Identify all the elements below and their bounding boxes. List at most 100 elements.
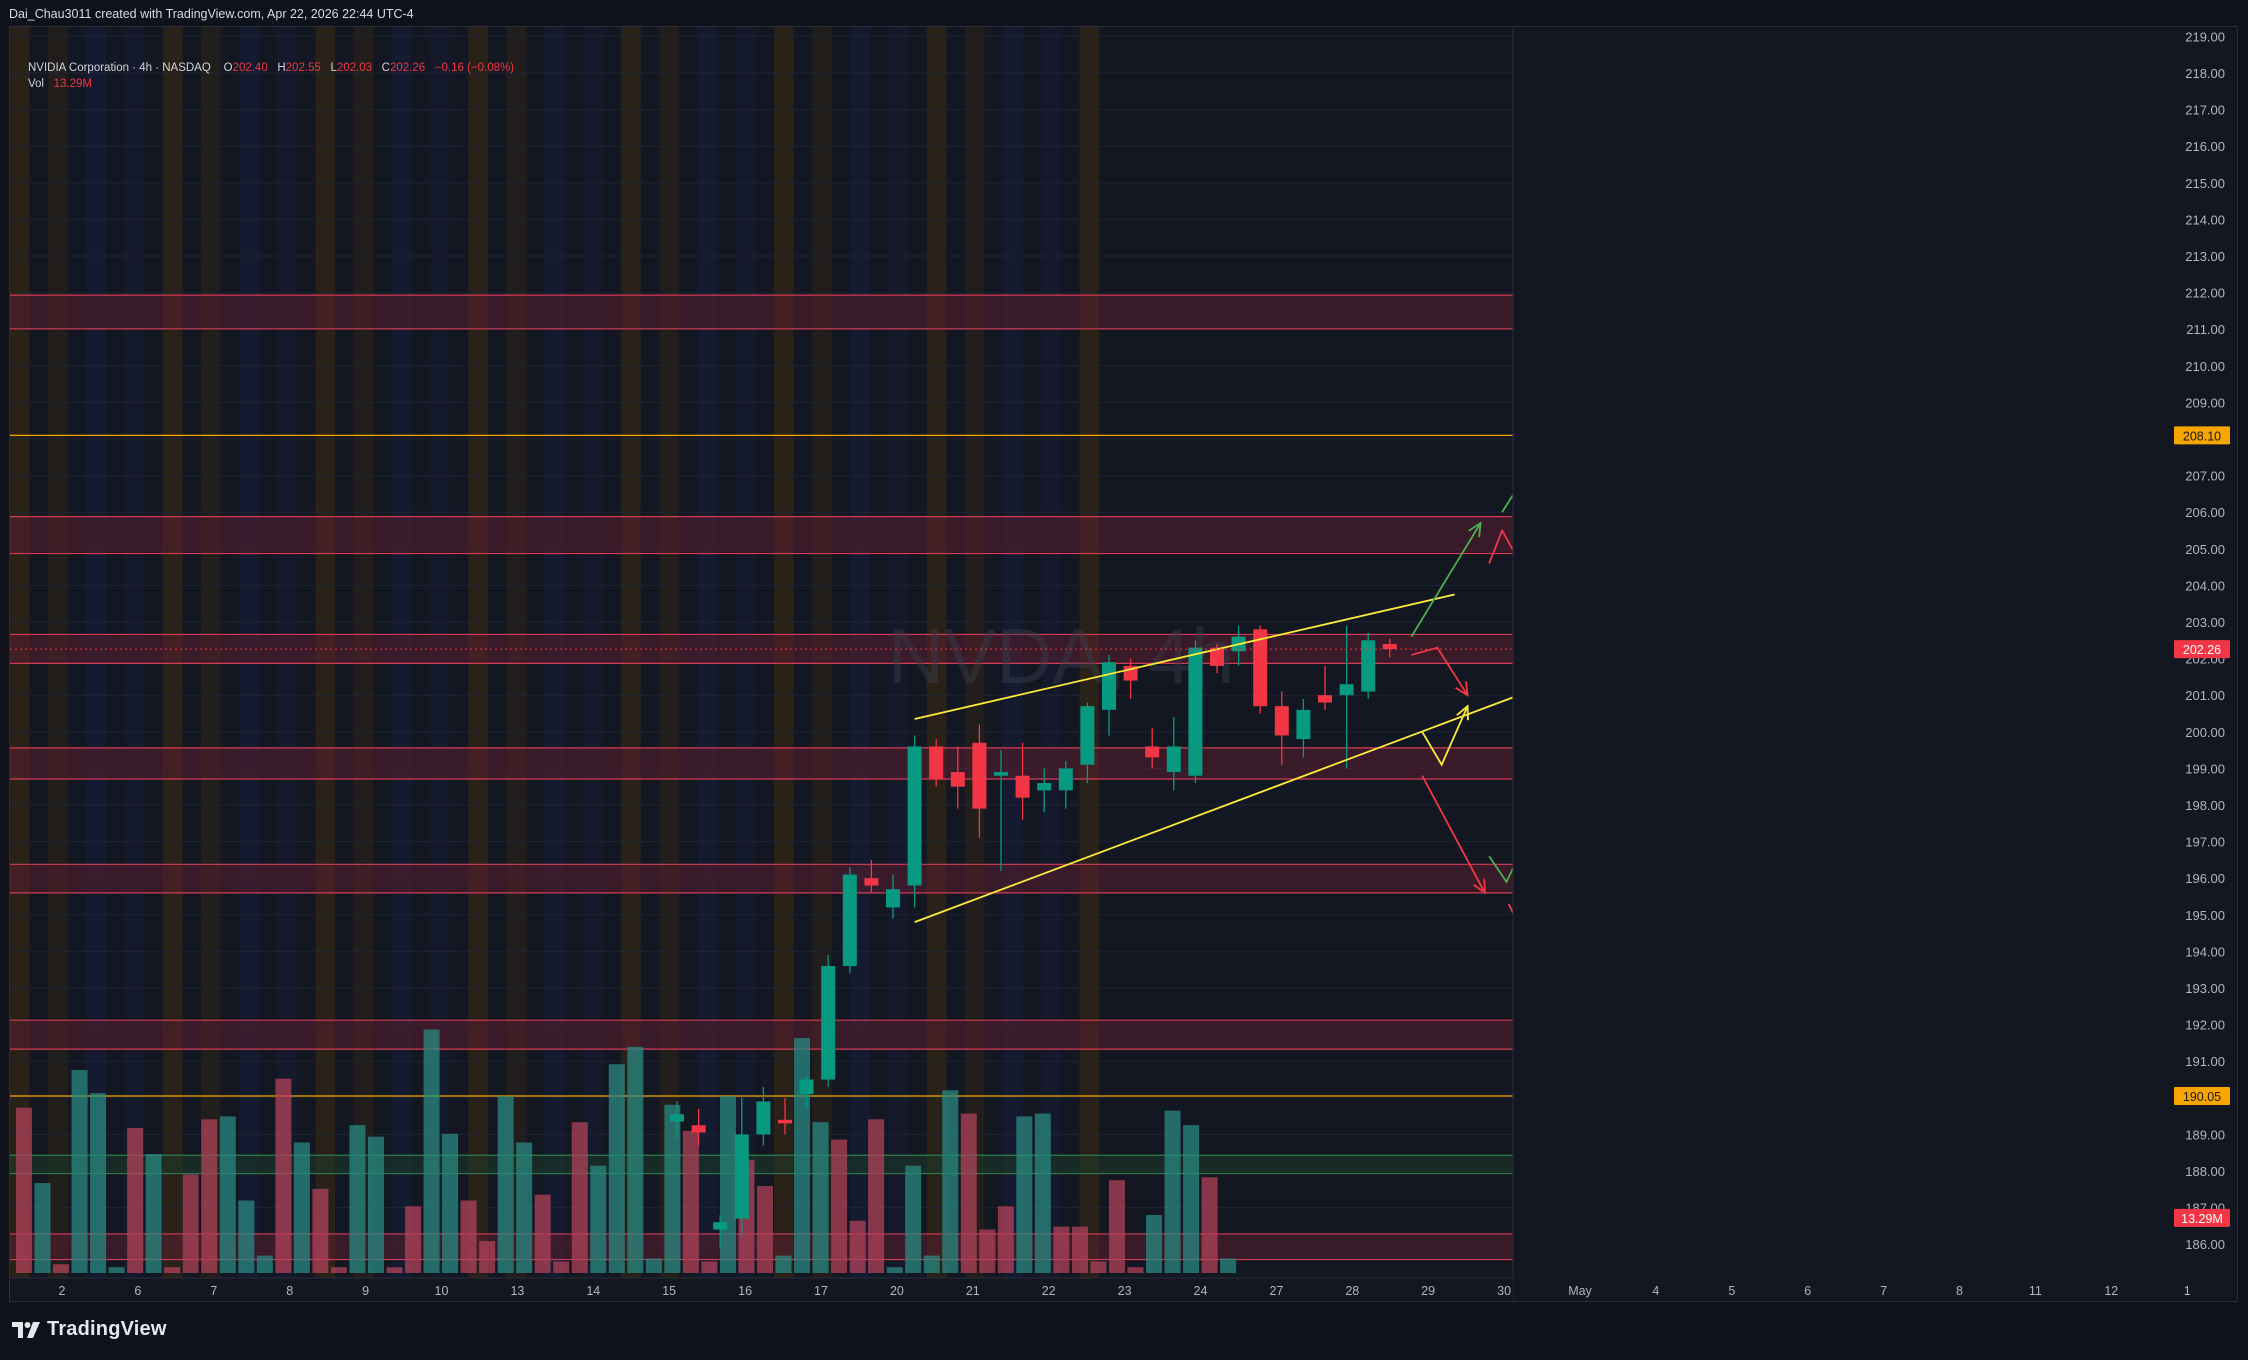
time-tick-label: 11: [2029, 1284, 2042, 1298]
scenario-arrow: [1421, 775, 1486, 894]
zone-fill: [10, 295, 1801, 329]
price-tick-label: 207.00: [2185, 469, 2225, 484]
volume-bar: [645, 1258, 662, 1273]
candle-body: [1361, 640, 1376, 692]
tradingview-logo[interactable]: TradingView: [12, 1318, 167, 1341]
volume-bar: [1220, 1258, 1237, 1273]
chart-area[interactable]: 211.93211.01205.88204.87202.66201.87199.…: [9, 26, 2238, 1302]
volume-bar: [590, 1165, 607, 1273]
price-tick-label: 197.00: [2185, 835, 2225, 850]
time-axis-background: [10, 1278, 1513, 1301]
volume-bar: [868, 1119, 885, 1273]
price-tick-label: 218.00: [2185, 66, 2225, 81]
price-axis: 186.00187.00188.00189.00190.00191.00192.…: [1512, 27, 2237, 1301]
price-tick-label: 216.00: [2185, 139, 2225, 154]
candle-body: [1145, 746, 1160, 758]
time-tick-label: 7: [210, 1284, 217, 1298]
price-chart[interactable]: 211.93211.01205.88204.87202.66201.87199.…: [10, 27, 2238, 1302]
tradingview-logo-icon: [12, 1321, 40, 1338]
volume-bar: [201, 1119, 218, 1273]
time-tick-label: 27: [1269, 1284, 1283, 1298]
time-tick-label: 5: [1728, 1284, 1735, 1298]
candle-body: [886, 889, 900, 908]
candle-body: [1188, 647, 1203, 776]
volume-bar: [256, 1255, 273, 1273]
candles: [670, 625, 1397, 1248]
time-tick-label: 22: [1042, 1284, 1056, 1298]
price-tick-label: 204.00: [2185, 578, 2225, 593]
orange-line-tag-bg: [2174, 1086, 2230, 1105]
volume-bar: [293, 1142, 310, 1273]
volume-bar: [1164, 1110, 1181, 1273]
candle-body: [1015, 775, 1030, 798]
candle-body: [1296, 709, 1311, 740]
time-tick-label: 20: [890, 1284, 904, 1298]
time-tick-label: 4: [1652, 1284, 1659, 1298]
candle-body: [1253, 629, 1268, 707]
volume-bar: [627, 1046, 644, 1273]
volume-bar: [497, 1096, 514, 1273]
legend-close-label: C: [381, 62, 390, 74]
scenario-arrow: [1411, 646, 1469, 696]
price-tick-label: 215.00: [2185, 176, 2225, 191]
price-tick-label: 217.00: [2185, 103, 2225, 118]
candle-body: [864, 878, 879, 886]
time-tick-label: 12: [2104, 1284, 2118, 1298]
time-tick-label: 6: [134, 1284, 141, 1298]
time-tick-label: 29: [1421, 1284, 1435, 1298]
candle-body: [1339, 684, 1354, 696]
bottom-bar: [0, 1302, 2248, 1360]
price-tick-label: 193.00: [2185, 981, 2225, 996]
time-tick-label: 15: [662, 1284, 676, 1298]
volume-bar: [219, 1116, 236, 1273]
candle-body: [950, 772, 965, 787]
price-tick-label: 196.00: [2185, 871, 2225, 886]
price-tick-label: 219.00: [2185, 29, 2225, 44]
volume-bar: [960, 1113, 977, 1273]
legend-open-value: 202.40: [232, 62, 268, 74]
price-axis-background: [1513, 27, 2237, 1301]
volume-bar: [534, 1194, 551, 1273]
time-tick-label: 8: [286, 1284, 293, 1298]
volume-tag-bg: [2174, 1208, 2230, 1227]
volume-bar: [479, 1241, 496, 1273]
zone-fill: [10, 516, 1801, 554]
legend-high-value: 202.55: [285, 62, 321, 74]
candle-body: [821, 966, 836, 1080]
volume-bar: [71, 1070, 88, 1273]
last-price-tag-bg: [2174, 640, 2230, 659]
orange-line-tag: 208.10: [2183, 429, 2221, 443]
session-bands: [10, 27, 1100, 1278]
candle-body: [1382, 643, 1397, 650]
volume-bar: [775, 1255, 792, 1273]
price-tick-label: 189.00: [2185, 1127, 2225, 1142]
time-tick-label: 2: [59, 1284, 66, 1298]
price-tick-label: 203.00: [2185, 615, 2225, 630]
price-tick-label: 205.00: [2185, 542, 2225, 557]
tradingview-logo-text: TradingView: [47, 1318, 167, 1340]
time-tick-label: 16: [738, 1284, 752, 1298]
volume-bar: [664, 1104, 681, 1273]
last-price-tag: 202.26: [2183, 643, 2221, 657]
orange-line-tag-bg: [2174, 426, 2230, 445]
candle-body: [1102, 662, 1116, 710]
legend-row-volume: Vol 13.29M: [28, 76, 514, 92]
watermark: NVDA, 4h: [888, 612, 1235, 700]
volume-bar: [238, 1200, 255, 1273]
candle-body: [670, 1114, 684, 1122]
volume-bar: [682, 1130, 699, 1273]
volume-bar: [127, 1128, 144, 1273]
volume-bar: [145, 1154, 162, 1273]
price-tick-label: 200.00: [2185, 725, 2225, 740]
volume-bar: [1016, 1116, 1033, 1273]
volume-bar: [1201, 1177, 1218, 1273]
candle-body: [929, 746, 944, 780]
top-bar: Dai_Chau3011 created with TradingView.co…: [0, 0, 2248, 26]
volume-bar: [1071, 1226, 1088, 1273]
time-tick-label: 14: [586, 1284, 600, 1298]
candle-body: [994, 772, 1008, 776]
volume-bar: [1183, 1125, 1200, 1273]
candle-body: [1318, 695, 1332, 703]
time-tick-label: 7: [1880, 1284, 1887, 1298]
price-tick-label: 194.00: [2185, 944, 2225, 959]
